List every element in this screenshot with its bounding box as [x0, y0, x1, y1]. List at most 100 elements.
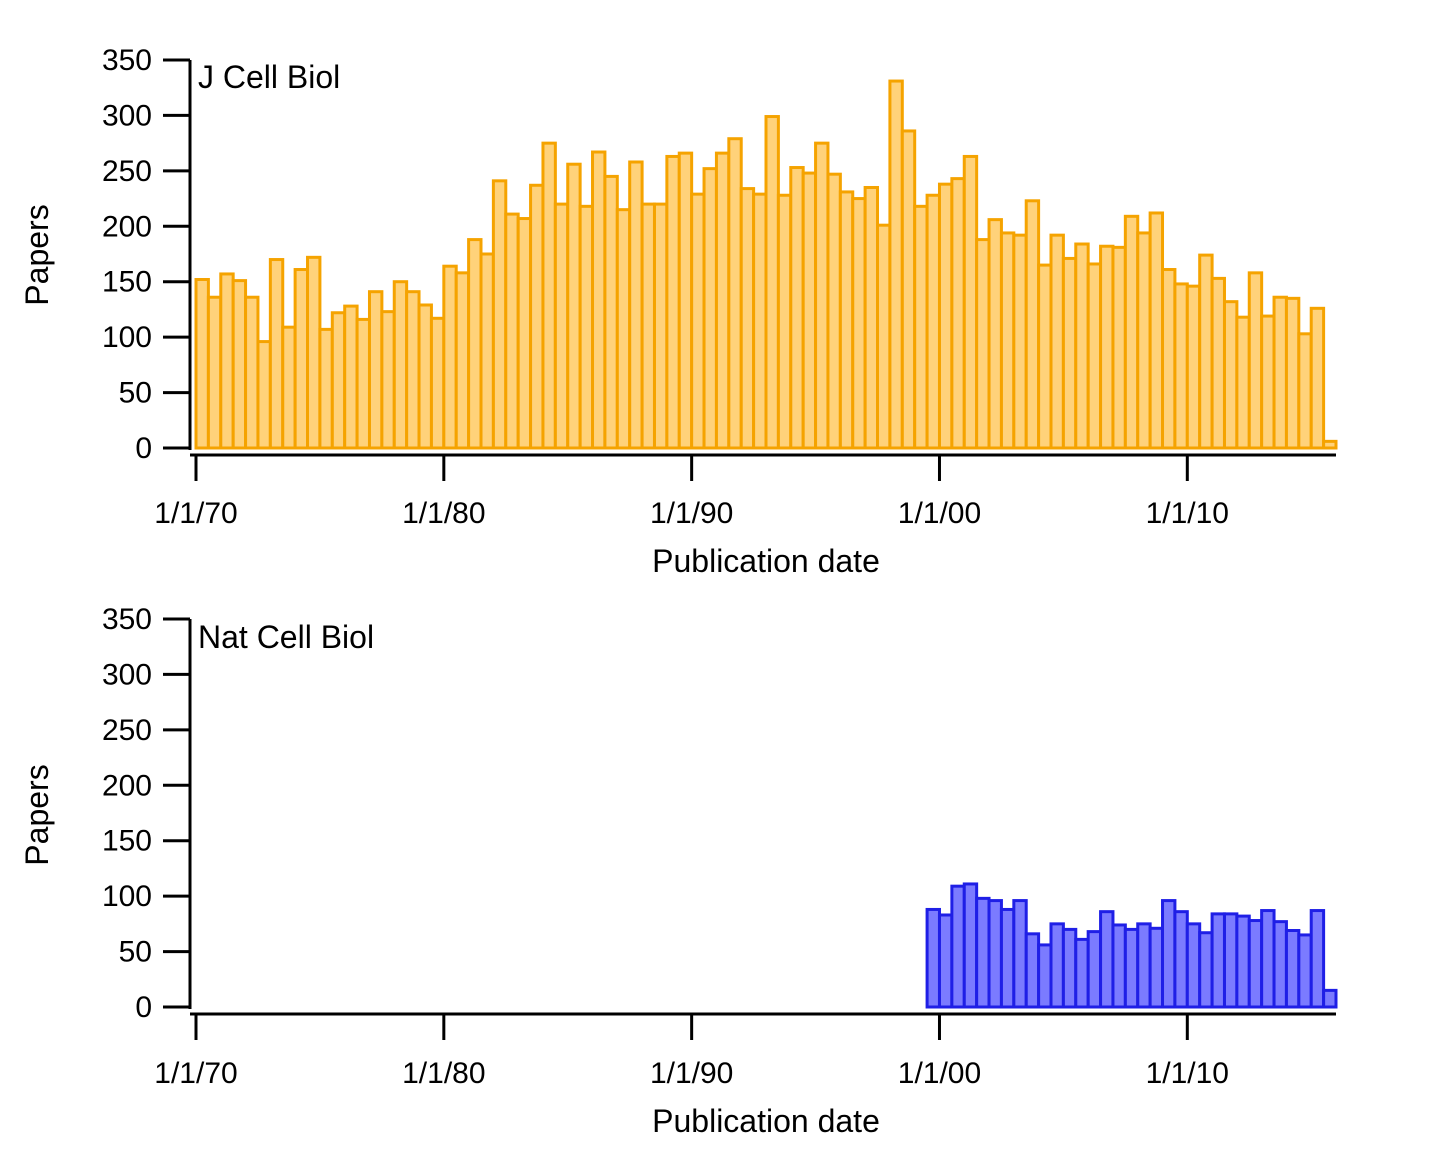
y-tick-label: 250: [102, 714, 152, 747]
y-tick-label: 150: [102, 825, 152, 858]
bar: [628, 160, 644, 450]
bar: [789, 166, 805, 450]
bar: [553, 202, 570, 450]
bar: [1322, 439, 1338, 450]
bar: [999, 231, 1016, 450]
x-tick-label: 1/1/00: [898, 497, 981, 530]
bar: [417, 303, 433, 450]
bar: [1111, 245, 1127, 450]
bar: [1049, 233, 1065, 450]
bar: [467, 238, 483, 450]
bar: [714, 151, 731, 450]
bar: [826, 172, 842, 450]
bar: [1222, 300, 1239, 450]
x-tick-label: 1/1/10: [1146, 1057, 1229, 1090]
bar: [1074, 937, 1090, 1009]
bar: [677, 151, 694, 450]
bar: [652, 202, 669, 450]
y-tick-label: 350: [102, 603, 152, 636]
y-axis-title: Papers: [19, 204, 55, 305]
bar: [937, 182, 954, 450]
bar: [268, 258, 285, 450]
bar: [1297, 332, 1313, 450]
bar: [1284, 296, 1301, 450]
bar: [529, 183, 545, 450]
bar: [1037, 943, 1053, 1009]
bar: [1111, 923, 1127, 1009]
bar: [355, 317, 371, 450]
bar: [330, 311, 347, 450]
y-tick-label: 50: [119, 936, 152, 969]
bar: [962, 154, 979, 450]
x-tick-label: 1/1/90: [650, 497, 733, 530]
bar: [1235, 914, 1251, 1009]
y-tick-label: 0: [135, 432, 152, 465]
bar: [566, 162, 582, 450]
bar: [591, 150, 607, 450]
bar: [1322, 988, 1338, 1009]
bar: [380, 310, 396, 450]
bar: [516, 217, 533, 450]
bar: [1247, 919, 1264, 1009]
bar: [1074, 242, 1090, 450]
x-tick-label: 1/1/80: [402, 1057, 485, 1090]
bar: [975, 896, 991, 1009]
bar: [1235, 315, 1251, 450]
x-axis-title: Publication date: [652, 543, 880, 579]
bar: [1210, 912, 1226, 1009]
bar: [900, 129, 917, 450]
bar: [1086, 930, 1103, 1009]
y-tick-label: 150: [102, 266, 152, 299]
bar: [1247, 271, 1264, 450]
bar: [1136, 231, 1152, 450]
bar: [454, 271, 471, 450]
bar: [776, 193, 793, 450]
bar: [1309, 306, 1326, 450]
bar: [999, 907, 1016, 1009]
y-tick-label: 100: [102, 880, 152, 913]
bar: [1222, 912, 1239, 1009]
bar: [888, 79, 904, 450]
chart-panel-j-cell-biol: J Cell Biol Publication date Papers 0 50 1…: [19, 44, 1338, 579]
bar: [640, 202, 656, 450]
bar: [962, 882, 979, 1009]
x-tick-label: 1/1/90: [650, 1057, 733, 1090]
bar: [615, 208, 632, 450]
bar: [1061, 927, 1078, 1009]
bar: [429, 316, 446, 450]
x-axis-title: Publication date: [652, 1103, 880, 1139]
bar: [876, 223, 892, 450]
y-tick-label: 200: [102, 769, 152, 802]
bar: [442, 264, 458, 450]
bar: [801, 171, 818, 450]
bar: [913, 204, 929, 450]
bar: [1049, 922, 1065, 1009]
y-tick-label: 350: [102, 44, 152, 77]
y-tick-label: 100: [102, 321, 152, 354]
bar: [739, 187, 756, 450]
bar: [1173, 282, 1189, 450]
x-tick-label: 1/1/10: [1146, 497, 1229, 530]
bar: [1198, 253, 1214, 450]
panel-title: J Cell Biol: [198, 59, 340, 95]
bar: [925, 907, 941, 1009]
bar: [937, 913, 954, 1009]
bar: [281, 325, 297, 450]
bar: [405, 290, 421, 450]
bar: [950, 177, 966, 450]
bar: [702, 167, 718, 450]
y-tick-label: 200: [102, 210, 152, 243]
chart-panel-nat-cell-biol: Nat Cell Biol Publication date Papers 0 5…: [19, 603, 1338, 1139]
bar: [219, 272, 235, 450]
bar: [1309, 909, 1326, 1009]
bar: [244, 295, 260, 450]
x-tick-label: 1/1/70: [154, 1057, 237, 1090]
bar: [1148, 926, 1165, 1009]
bar: [479, 252, 495, 450]
panel-title: Nat Cell Biol: [198, 619, 374, 655]
bar: [367, 290, 384, 450]
bar: [1260, 314, 1276, 450]
bar: [975, 238, 991, 450]
x-tick-label: 1/1/00: [898, 1057, 981, 1090]
